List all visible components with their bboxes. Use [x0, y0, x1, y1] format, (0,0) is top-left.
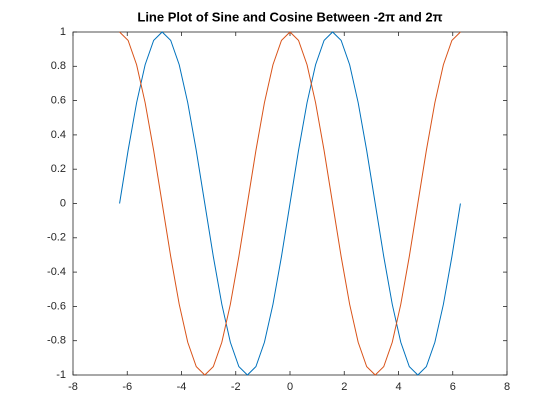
x-tick-label: 2: [341, 381, 347, 393]
x-tick-label: -6: [122, 381, 132, 393]
y-tick-label: -0.4: [47, 266, 66, 278]
y-tick-label: 0.8: [51, 60, 66, 72]
series-line: [119, 31, 461, 376]
y-tick-label: 0.4: [51, 129, 66, 141]
y-tick-label: 1: [60, 26, 66, 38]
y-tick-label: -0.6: [47, 300, 66, 312]
y-tick-label: 0.2: [51, 163, 66, 175]
y-tick-label: -0.2: [47, 232, 66, 244]
y-tick-label: 0.6: [51, 95, 66, 107]
x-tick-label: 0: [287, 381, 293, 393]
x-tick-label: 4: [395, 381, 401, 393]
series-line: [119, 31, 461, 376]
x-tick-label: -4: [177, 381, 187, 393]
x-tick-label: -2: [231, 381, 241, 393]
y-tick-label: -0.8: [47, 335, 66, 347]
x-tick-label: 8: [504, 381, 510, 393]
x-tick-label: 6: [450, 381, 456, 393]
x-tick-label: -8: [68, 381, 78, 393]
chart-title: Line Plot of Sine and Cosine Between -2π…: [137, 9, 442, 24]
y-tick-label: -1: [56, 369, 66, 381]
y-tick-label: 0: [60, 197, 66, 209]
